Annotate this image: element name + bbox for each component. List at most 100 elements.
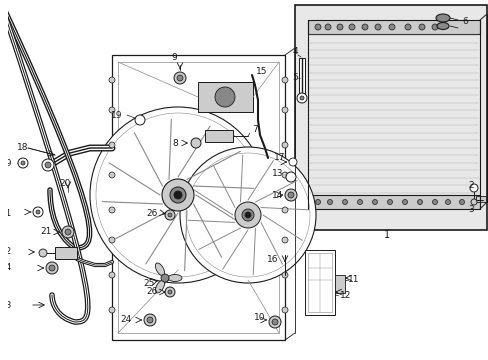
Circle shape bbox=[470, 199, 476, 205]
Bar bbox=[305, 250, 334, 315]
Circle shape bbox=[180, 147, 315, 283]
Bar bbox=[198, 82, 252, 112]
Text: 22: 22 bbox=[1, 248, 12, 256]
Ellipse shape bbox=[436, 22, 448, 30]
Circle shape bbox=[431, 24, 437, 30]
Circle shape bbox=[45, 162, 51, 168]
Circle shape bbox=[445, 199, 449, 204]
Circle shape bbox=[282, 307, 287, 313]
Circle shape bbox=[147, 317, 153, 323]
Circle shape bbox=[62, 226, 74, 238]
Ellipse shape bbox=[435, 14, 449, 22]
Circle shape bbox=[174, 191, 182, 199]
Circle shape bbox=[299, 96, 304, 100]
Text: 14: 14 bbox=[271, 190, 283, 199]
Circle shape bbox=[271, 319, 278, 325]
Circle shape bbox=[33, 207, 43, 217]
Circle shape bbox=[174, 72, 185, 84]
Text: 18: 18 bbox=[17, 144, 28, 153]
Circle shape bbox=[215, 87, 235, 107]
Circle shape bbox=[191, 138, 201, 148]
Circle shape bbox=[296, 93, 306, 103]
Circle shape bbox=[49, 265, 55, 271]
Circle shape bbox=[42, 159, 54, 171]
Circle shape bbox=[469, 184, 477, 192]
Text: 13: 13 bbox=[271, 170, 283, 179]
Circle shape bbox=[282, 107, 287, 113]
Text: 6: 6 bbox=[461, 18, 467, 27]
Circle shape bbox=[327, 199, 332, 204]
Bar bbox=[307, 195, 479, 209]
Circle shape bbox=[268, 316, 281, 328]
Text: 8: 8 bbox=[172, 139, 178, 148]
Circle shape bbox=[168, 290, 172, 294]
Circle shape bbox=[388, 24, 394, 30]
Circle shape bbox=[282, 237, 287, 243]
Text: 2: 2 bbox=[467, 180, 473, 189]
Circle shape bbox=[372, 199, 377, 204]
Circle shape bbox=[417, 199, 422, 204]
Circle shape bbox=[282, 272, 287, 278]
Text: 19: 19 bbox=[0, 158, 12, 167]
Circle shape bbox=[374, 24, 380, 30]
Text: 24: 24 bbox=[1, 264, 12, 273]
Circle shape bbox=[348, 24, 354, 30]
Bar bbox=[298, 58, 305, 96]
Circle shape bbox=[170, 187, 185, 203]
Circle shape bbox=[46, 262, 58, 274]
Circle shape bbox=[287, 192, 293, 198]
Text: 12: 12 bbox=[339, 291, 351, 300]
Text: 17: 17 bbox=[273, 153, 285, 162]
Text: 4: 4 bbox=[292, 48, 297, 57]
Circle shape bbox=[164, 287, 175, 297]
Text: 21: 21 bbox=[0, 208, 12, 217]
Circle shape bbox=[314, 24, 320, 30]
Circle shape bbox=[386, 199, 392, 204]
Circle shape bbox=[431, 199, 437, 204]
Bar bbox=[294, 5, 486, 230]
Bar bbox=[0, 357, 488, 360]
Text: 7: 7 bbox=[251, 126, 257, 135]
Circle shape bbox=[288, 158, 296, 166]
Circle shape bbox=[285, 189, 296, 201]
Text: 1: 1 bbox=[383, 230, 389, 240]
Text: 23: 23 bbox=[0, 301, 12, 310]
Circle shape bbox=[168, 213, 172, 217]
Circle shape bbox=[18, 158, 28, 168]
Text: 26: 26 bbox=[146, 208, 158, 217]
Text: 11: 11 bbox=[347, 275, 359, 284]
Bar bbox=[334, 275, 345, 293]
Text: 9: 9 bbox=[171, 54, 177, 63]
Circle shape bbox=[342, 199, 347, 204]
Bar bbox=[118, 62, 279, 333]
Circle shape bbox=[109, 77, 115, 83]
Circle shape bbox=[285, 172, 295, 182]
Circle shape bbox=[325, 24, 330, 30]
Circle shape bbox=[282, 207, 287, 213]
Text: 25: 25 bbox=[143, 279, 155, 288]
Circle shape bbox=[361, 24, 367, 30]
Text: 21: 21 bbox=[41, 228, 52, 237]
Circle shape bbox=[109, 307, 115, 313]
Circle shape bbox=[282, 77, 287, 83]
Ellipse shape bbox=[155, 280, 164, 293]
Text: 10: 10 bbox=[253, 314, 264, 323]
Ellipse shape bbox=[155, 263, 164, 276]
Circle shape bbox=[36, 210, 40, 214]
Text: 26: 26 bbox=[146, 288, 158, 297]
Text: 19: 19 bbox=[110, 111, 122, 120]
Circle shape bbox=[109, 107, 115, 113]
Circle shape bbox=[109, 237, 115, 243]
Circle shape bbox=[402, 199, 407, 204]
Circle shape bbox=[282, 172, 287, 178]
Circle shape bbox=[404, 24, 410, 30]
Circle shape bbox=[90, 107, 265, 283]
Circle shape bbox=[39, 249, 47, 257]
Ellipse shape bbox=[168, 274, 182, 282]
Circle shape bbox=[244, 212, 250, 218]
Circle shape bbox=[235, 202, 261, 228]
Text: 16: 16 bbox=[266, 256, 278, 265]
Circle shape bbox=[109, 207, 115, 213]
Circle shape bbox=[164, 210, 175, 220]
Circle shape bbox=[418, 24, 424, 30]
